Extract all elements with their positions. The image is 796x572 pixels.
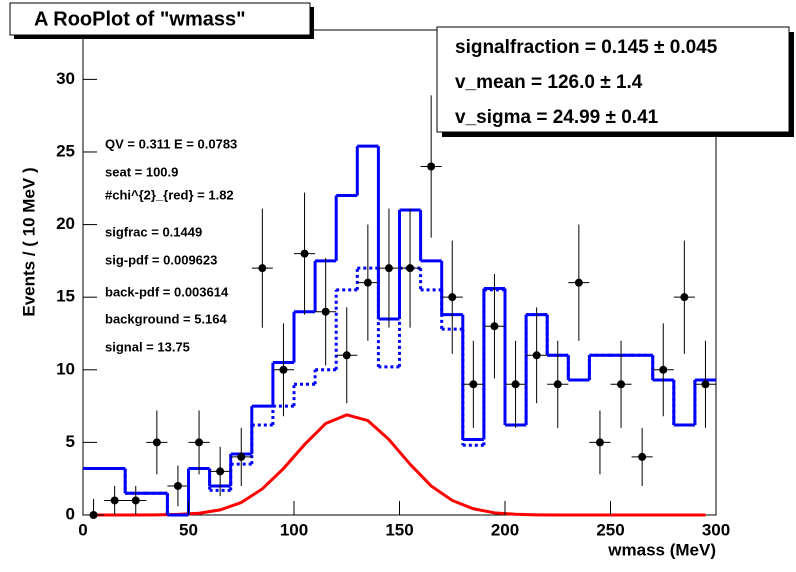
annotation: sigfrac = 0.1449	[105, 224, 202, 239]
x-tick-label: 100	[280, 520, 308, 539]
data-point	[680, 293, 689, 302]
data-point	[448, 293, 457, 302]
y-tick-label: 30	[56, 69, 75, 88]
data-point	[300, 249, 309, 258]
data-point	[279, 365, 288, 374]
data-point	[384, 264, 393, 273]
data-point	[553, 380, 562, 389]
data-point	[701, 380, 710, 389]
data-point	[490, 322, 499, 331]
data-point	[532, 351, 541, 360]
y-axis-label: Events / ( 10 MeV )	[19, 167, 38, 316]
data-point	[617, 380, 626, 389]
x-tick-label: 300	[702, 520, 730, 539]
fit-parameter: v_mean = 126.0 ± 1.4	[455, 72, 643, 93]
annotation: background = 5.164	[105, 311, 228, 326]
data-point	[342, 351, 351, 360]
data-point	[406, 264, 415, 273]
x-tick-label: 50	[179, 520, 198, 539]
signal-curve	[93, 413, 706, 517]
fit-parameter: signalfraction = 0.145 ± 0.045	[455, 37, 718, 58]
x-tick-label: 200	[491, 520, 519, 539]
y-tick-label: 0	[66, 504, 75, 523]
data-point	[152, 438, 161, 447]
annotation: signal = 13.75	[105, 339, 190, 354]
data-point	[110, 496, 119, 505]
data-point	[511, 380, 520, 389]
data-point	[195, 438, 204, 447]
data-point	[638, 452, 647, 461]
annotation: QV = 0.311 E = 0.0783	[105, 136, 237, 151]
y-tick-label: 20	[56, 214, 75, 233]
data-point	[595, 438, 604, 447]
y-tick-label: 15	[56, 287, 75, 306]
annotation: seat = 100.9	[105, 164, 178, 179]
annotation: #chi^{2}_{red} = 1.82	[105, 187, 234, 202]
annotation: back-pdf = 0.003614	[105, 284, 229, 299]
data-point	[659, 365, 668, 374]
chart-title: A RooPlot of "wmass"	[34, 8, 246, 30]
data-point	[469, 380, 478, 389]
data-point	[237, 452, 246, 461]
data-point	[427, 162, 436, 171]
y-tick-label: 25	[56, 141, 75, 160]
stats-box	[436, 26, 790, 133]
data-point	[258, 264, 267, 273]
data-point	[574, 278, 583, 287]
x-tick-label: 0	[78, 520, 87, 539]
data-point	[363, 278, 372, 287]
x-axis-label: wmass (MeV)	[607, 540, 716, 559]
fit-parameter: v_sigma = 24.99 ± 0.41	[455, 107, 659, 128]
x-tick-label: 150	[385, 520, 413, 539]
data-point	[131, 496, 140, 505]
data-point	[321, 307, 330, 316]
data-point	[216, 467, 225, 476]
annotation: sig-pdf = 0.009623	[105, 252, 217, 267]
y-tick-label: 10	[56, 359, 75, 378]
y-tick-label: 5	[66, 432, 75, 451]
data-point	[173, 481, 182, 490]
title-box	[9, 2, 311, 36]
x-tick-label: 250	[596, 520, 624, 539]
